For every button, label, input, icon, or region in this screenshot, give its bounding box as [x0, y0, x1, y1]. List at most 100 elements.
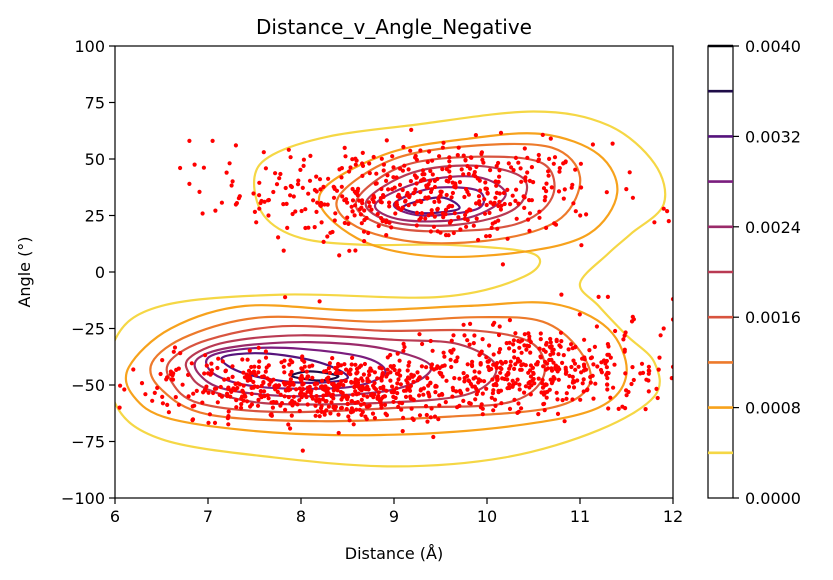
data-point	[373, 181, 378, 186]
data-point	[290, 398, 295, 403]
data-point	[464, 187, 469, 192]
data-point	[513, 155, 519, 160]
data-point	[384, 138, 389, 143]
data-point	[310, 396, 315, 401]
data-point	[431, 434, 436, 440]
data-point	[425, 185, 430, 190]
data-point	[623, 371, 628, 376]
data-point	[510, 378, 515, 383]
data-point	[387, 200, 392, 205]
data-point	[605, 387, 610, 392]
data-point	[484, 202, 489, 208]
data-point	[474, 216, 479, 221]
data-point	[421, 392, 426, 397]
data-point	[187, 181, 192, 186]
data-point	[385, 367, 390, 372]
data-point	[313, 403, 318, 408]
data-point	[604, 365, 610, 370]
data-point	[589, 355, 595, 360]
data-point	[450, 394, 455, 399]
data-point	[494, 364, 499, 369]
data-point	[432, 178, 437, 183]
data-point	[310, 375, 315, 380]
data-point	[169, 377, 174, 382]
data-point	[414, 210, 420, 215]
data-point	[428, 380, 433, 385]
data-point	[483, 180, 488, 185]
data-point	[425, 419, 430, 424]
data-point	[360, 409, 365, 415]
data-point	[498, 130, 504, 135]
data-point	[286, 147, 291, 152]
data-point	[214, 386, 219, 391]
data-point	[498, 347, 503, 352]
data-point	[564, 396, 569, 401]
data-point	[323, 399, 328, 404]
data-point	[474, 164, 479, 169]
data-point	[522, 205, 527, 210]
data-point	[342, 220, 347, 226]
data-point	[131, 367, 136, 372]
data-point	[391, 399, 396, 404]
data-point	[463, 212, 468, 218]
data-point	[447, 203, 452, 208]
data-point	[382, 402, 388, 407]
data-point	[519, 350, 524, 355]
data-point	[400, 168, 405, 173]
data-point	[390, 154, 395, 159]
data-point	[353, 203, 358, 208]
data-point	[361, 229, 367, 234]
data-point	[623, 330, 628, 335]
data-point	[372, 380, 377, 386]
data-point	[226, 422, 231, 427]
y-tick-label: 25	[85, 207, 105, 226]
data-point	[525, 170, 530, 175]
data-point	[367, 171, 372, 176]
data-point	[332, 407, 337, 412]
data-point	[528, 339, 533, 345]
data-point	[477, 199, 482, 204]
data-point	[541, 364, 546, 369]
data-point	[350, 198, 356, 203]
data-point	[480, 412, 485, 417]
data-point	[451, 333, 456, 338]
data-point	[512, 397, 517, 402]
data-point	[428, 229, 433, 234]
x-tick-label: 7	[203, 507, 213, 526]
data-point	[288, 155, 293, 160]
data-point	[495, 374, 500, 379]
data-point	[229, 183, 234, 188]
data-point	[211, 390, 216, 396]
data-point	[435, 229, 440, 234]
data-point	[527, 198, 532, 203]
data-point	[263, 166, 268, 171]
data-point	[266, 197, 271, 203]
data-point	[575, 378, 580, 383]
data-point	[569, 364, 574, 370]
data-point	[573, 345, 578, 350]
data-point	[283, 295, 288, 300]
data-point	[118, 383, 123, 388]
data-point	[362, 217, 367, 223]
data-point	[359, 205, 364, 210]
data-point	[270, 405, 275, 410]
x-tick-label: 10	[477, 507, 497, 526]
data-point	[544, 225, 549, 230]
data-point	[249, 391, 254, 396]
data-point	[546, 173, 551, 178]
data-point	[458, 227, 463, 232]
data-point	[606, 344, 611, 349]
data-point	[499, 366, 504, 371]
data-point	[240, 389, 246, 394]
data-point	[400, 187, 405, 193]
data-point	[347, 248, 352, 253]
data-point	[488, 200, 493, 205]
data-point	[429, 208, 434, 213]
data-point	[384, 388, 389, 393]
data-point	[396, 404, 401, 409]
data-point	[408, 383, 413, 388]
data-point	[522, 343, 527, 348]
data-point	[443, 400, 448, 405]
data-point	[529, 165, 535, 170]
